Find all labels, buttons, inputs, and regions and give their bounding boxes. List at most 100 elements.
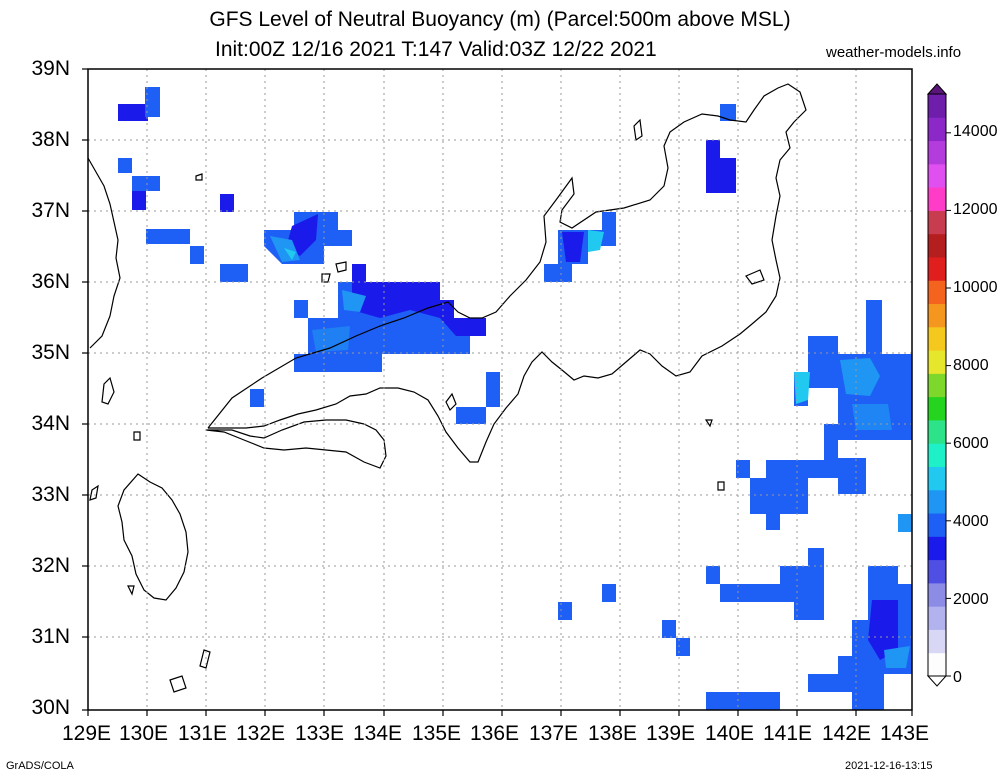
lon-label-131e: 131E: [178, 722, 228, 745]
colorbar-swatch: [928, 187, 946, 211]
colorbar-label-4000: 4000: [953, 513, 989, 530]
lon-label-129e: 129E: [62, 722, 112, 745]
colorbar-swatch: [928, 606, 946, 630]
field-cell: [118, 158, 132, 173]
chart-subtitle: Init:00Z 12/16 2021 T:147 Valid:03Z 12/2…: [215, 38, 657, 61]
lat-label-33n: 33N: [31, 483, 70, 506]
site-label: weather-models.info: [826, 44, 962, 61]
colorbar-label-2000: 2000: [953, 591, 989, 608]
colorbar-top-arrow: [926, 83, 948, 95]
lat-label-37n: 37N: [31, 199, 70, 222]
coastline-sado: [633, 118, 643, 142]
colorbar-swatch: [928, 303, 946, 328]
field-patch: [750, 300, 912, 530]
colorbar-swatch: [928, 489, 946, 514]
field-cell: [132, 191, 146, 210]
lat-label-31n: 31N: [31, 625, 70, 648]
field-patch: [706, 140, 736, 193]
field-cell: [706, 692, 780, 710]
colorbar-swatch: [928, 140, 946, 165]
field-cell: [898, 514, 912, 532]
coastline-tsushima-2: [101, 376, 115, 405]
field-cell: [220, 264, 248, 282]
field-cell: [118, 104, 148, 121]
colorbar-label-8000: 8000: [953, 357, 989, 374]
lon-label-130e: 130E: [119, 722, 169, 745]
footer-timestamp: 2021-12-16-13:15: [845, 760, 933, 772]
field-cell: [145, 87, 160, 117]
field-cell: [706, 566, 720, 584]
coastline-korea: [87, 157, 121, 349]
colorbar-swatch: [928, 559, 946, 584]
field-patch: [342, 290, 366, 312]
field-patch: [794, 372, 810, 404]
lon-label-139e: 139E: [646, 722, 696, 745]
lat-label-36n: 36N: [31, 270, 70, 293]
coastline-tanegashima: [199, 649, 211, 669]
colorbar-label-14000: 14000: [953, 123, 998, 140]
colorbar-swatch: [928, 280, 946, 305]
lon-label-136e: 136E: [470, 722, 520, 745]
colorbar-swatch: [928, 163, 946, 188]
field-cell: [720, 104, 736, 121]
coastline-hachijo: [717, 481, 725, 491]
field-patch: [720, 548, 824, 620]
colorbar-swatch: [928, 513, 946, 537]
lon-label-138e: 138E: [588, 722, 638, 745]
map-frame: [87, 68, 913, 711]
field-cell: [220, 194, 234, 212]
field-cell: [736, 460, 750, 478]
coastline-kyushu: [117, 473, 189, 601]
colorbar: [926, 83, 951, 687]
colorbar-swatch: [928, 326, 946, 351]
coastline-koshiki: [127, 585, 135, 596]
colorbar-frame: [927, 93, 947, 677]
colorbar-swatch: [928, 350, 946, 374]
coastline-shikoku: [205, 419, 387, 469]
field-cell: [558, 602, 572, 620]
coastline-yakushima: [169, 675, 187, 693]
coastline-awaji: [445, 392, 457, 412]
lon-label-141e: 141E: [763, 722, 813, 745]
colorbar-swatch: [928, 629, 946, 654]
coastlines: [87, 83, 807, 693]
lon-label-132e: 132E: [236, 722, 286, 745]
field-patch: [284, 248, 296, 260]
colorbar-swatch: [928, 396, 946, 421]
colorbar-swatch: [928, 652, 946, 677]
colorbar-label-12000: 12000: [953, 201, 998, 218]
field-cell: [662, 620, 676, 638]
field-cell: [602, 584, 616, 602]
colorbar-swatch: [928, 466, 946, 491]
field-patch: [312, 326, 350, 352]
colorbar-swatch: [928, 373, 946, 398]
field-patch: [868, 600, 898, 660]
lat-label-34n: 34N: [31, 412, 70, 435]
coastline-izu-island: [704, 419, 713, 428]
lat-label-32n: 32N: [31, 554, 70, 577]
axis-ticks: [82, 68, 913, 716]
colorbar-label-0: 0: [953, 669, 962, 686]
lon-label-133e: 133E: [295, 722, 345, 745]
field-patch: [884, 646, 910, 668]
colorbar-swatch: [928, 443, 946, 467]
lon-label-140e: 140E: [705, 722, 755, 745]
colorbar-swatch: [928, 419, 946, 444]
grid: [88, 69, 912, 710]
lat-label-39n: 39N: [31, 57, 70, 80]
field-patch: [352, 282, 486, 336]
field-cell: [456, 407, 486, 424]
field-patch: [588, 230, 604, 252]
colorbar-swatch: [928, 256, 946, 281]
colorbar-label-6000: 6000: [953, 435, 989, 452]
colorbar-swatch: [928, 94, 946, 118]
coastline-oki-2: [321, 273, 331, 283]
field-cell: [132, 176, 160, 191]
field-cell: [250, 389, 264, 407]
colorbar-bottom-arrow: [926, 675, 948, 687]
footer-source: GrADS/COLA: [6, 760, 74, 772]
field-patch: [852, 404, 892, 430]
colorbar-label-10000: 10000: [953, 279, 998, 296]
colorbar-swatch: [928, 233, 946, 258]
